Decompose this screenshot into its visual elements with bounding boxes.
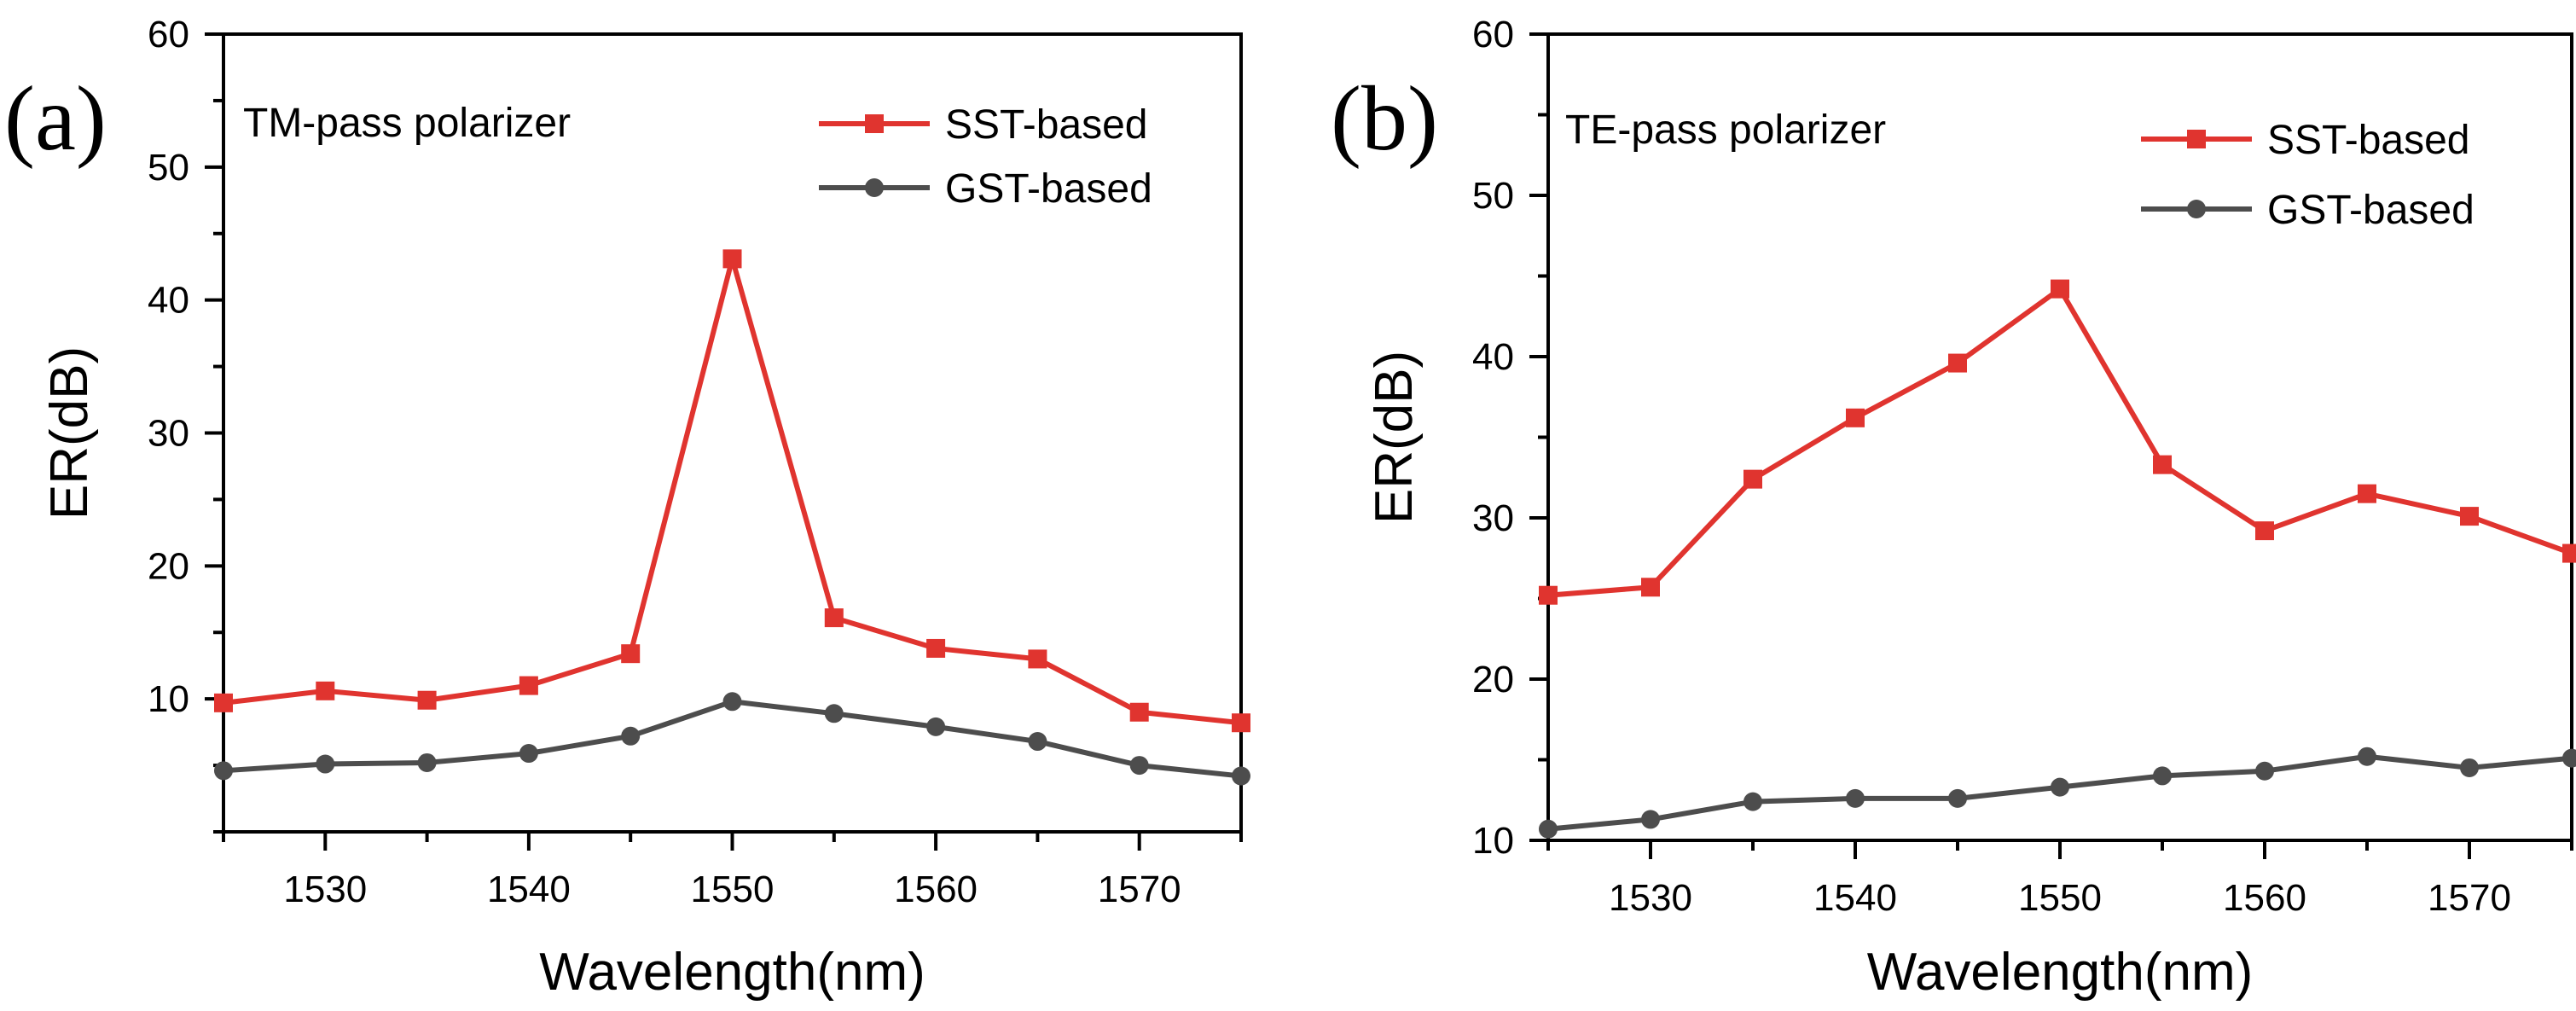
legend-marker-sst-based bbox=[865, 114, 884, 133]
data-point-gst-based bbox=[1641, 810, 1660, 829]
x-tick-label: 1540 bbox=[487, 869, 571, 910]
data-point-gst-based bbox=[214, 761, 233, 781]
x-tick-label: 1540 bbox=[1813, 877, 1897, 919]
data-point-gst-based bbox=[316, 754, 335, 774]
y-tick-label: 60 bbox=[148, 14, 189, 55]
data-point-gst-based bbox=[2051, 777, 2069, 797]
x-tick-label: 1570 bbox=[2428, 877, 2511, 919]
y-tick-label: 60 bbox=[1472, 14, 1514, 55]
y-tick-label: 50 bbox=[148, 147, 189, 189]
y-tick-label: 40 bbox=[1472, 336, 1514, 378]
y-tick-label: 20 bbox=[148, 545, 189, 587]
y-tick-label: 20 bbox=[1472, 659, 1514, 700]
series-line-sst-based bbox=[223, 256, 1242, 726]
data-point-gst-based bbox=[926, 717, 946, 736]
legend-label-gst-based: GST-based bbox=[945, 166, 1152, 212]
x-axis-label: Wavelength(nm) bbox=[1867, 943, 2254, 1002]
x-tick-label: 1530 bbox=[1609, 877, 1692, 919]
plot-frame bbox=[222, 32, 1243, 834]
legend-label-gst-based: GST-based bbox=[2267, 188, 2474, 233]
y-tick-label: 10 bbox=[148, 678, 189, 720]
x-axis-label: Wavelength(nm) bbox=[539, 943, 925, 1002]
data-point-gst-based bbox=[1743, 792, 1762, 811]
x-tick-label: 1560 bbox=[2223, 877, 2306, 919]
y-tick-label: 30 bbox=[148, 413, 189, 455]
data-point-gst-based bbox=[1028, 732, 1047, 752]
data-point-gst-based bbox=[1948, 788, 1967, 808]
y-tick-label: 30 bbox=[1472, 497, 1514, 539]
data-point-sst-based bbox=[1129, 702, 1149, 722]
legend-marker-sst-based bbox=[2187, 130, 2206, 148]
data-point-sst-based bbox=[1846, 408, 1865, 427]
x-tick-label: 1530 bbox=[283, 869, 367, 910]
data-point-sst-based bbox=[824, 608, 844, 628]
panel-letter: (b) bbox=[1331, 68, 1438, 170]
chart-panel-b: 10 20 30 40 50 60 1530 1540 1550 1560 1570 Waveleng… bbox=[1331, 14, 2576, 1002]
data-point-sst-based bbox=[2255, 521, 2274, 541]
legend-label-sst-based: SST-based bbox=[2267, 118, 2469, 163]
data-point-sst-based bbox=[417, 690, 437, 710]
data-point-sst-based bbox=[926, 638, 946, 658]
panel-annotation: TM-pass polarizer bbox=[243, 101, 571, 146]
x-tick-label: 1560 bbox=[894, 869, 978, 910]
data-point-sst-based bbox=[2358, 484, 2376, 503]
data-point-sst-based bbox=[214, 693, 233, 712]
y-axis-label: ER(dB) bbox=[1365, 351, 1424, 524]
data-point-sst-based bbox=[1232, 713, 1250, 733]
series-line-gst-based bbox=[223, 699, 1242, 779]
series-line-sst-based bbox=[1547, 286, 2573, 598]
data-point-gst-based bbox=[2153, 766, 2172, 786]
data-point-gst-based bbox=[519, 744, 538, 764]
data-point-gst-based bbox=[417, 752, 437, 772]
data-point-sst-based bbox=[1743, 469, 1762, 489]
data-point-gst-based bbox=[722, 692, 742, 712]
x-tick-label: 1550 bbox=[691, 869, 775, 910]
data-point-gst-based bbox=[2358, 747, 2376, 766]
data-point-gst-based bbox=[621, 726, 641, 746]
x-tick-label: 1550 bbox=[2018, 877, 2102, 919]
y-tick-label: 40 bbox=[148, 280, 189, 322]
panel-annotation: TE-pass polarizer bbox=[1565, 107, 1886, 153]
data-point-gst-based bbox=[1846, 788, 1865, 808]
data-point-gst-based bbox=[2460, 758, 2479, 777]
data-point-sst-based bbox=[2051, 279, 2069, 299]
data-point-sst-based bbox=[2562, 543, 2576, 563]
data-point-sst-based bbox=[722, 249, 742, 269]
data-point-gst-based bbox=[824, 704, 844, 723]
data-point-gst-based bbox=[1232, 766, 1250, 786]
y-axis-label: ER(dB) bbox=[40, 346, 99, 520]
data-point-sst-based bbox=[1948, 353, 1967, 373]
data-point-gst-based bbox=[2255, 761, 2274, 781]
legend-label-sst-based: SST-based bbox=[945, 102, 1147, 148]
data-point-sst-based bbox=[621, 644, 641, 664]
data-point-gst-based bbox=[1539, 819, 1558, 839]
chart-panel-a: 10 20 30 40 50 60 1530 1540 1550 1560 1570 Waveleng… bbox=[4, 14, 1250, 1002]
data-point-sst-based bbox=[519, 676, 538, 695]
data-point-gst-based bbox=[2562, 748, 2576, 768]
legend-marker-gst-based bbox=[2187, 200, 2206, 218]
y-tick-label: 50 bbox=[1472, 175, 1514, 217]
data-point-sst-based bbox=[316, 681, 335, 700]
data-point-sst-based bbox=[1641, 578, 1660, 597]
x-tick-label: 1570 bbox=[1098, 869, 1181, 910]
y-tick-label: 10 bbox=[1472, 820, 1514, 862]
data-point-sst-based bbox=[1539, 585, 1558, 605]
data-point-gst-based bbox=[1129, 756, 1149, 776]
data-point-sst-based bbox=[2460, 507, 2479, 526]
data-point-sst-based bbox=[2153, 455, 2172, 474]
data-point-sst-based bbox=[1028, 649, 1047, 669]
panel-letter: (a) bbox=[4, 68, 107, 170]
legend-marker-gst-based bbox=[865, 178, 884, 197]
